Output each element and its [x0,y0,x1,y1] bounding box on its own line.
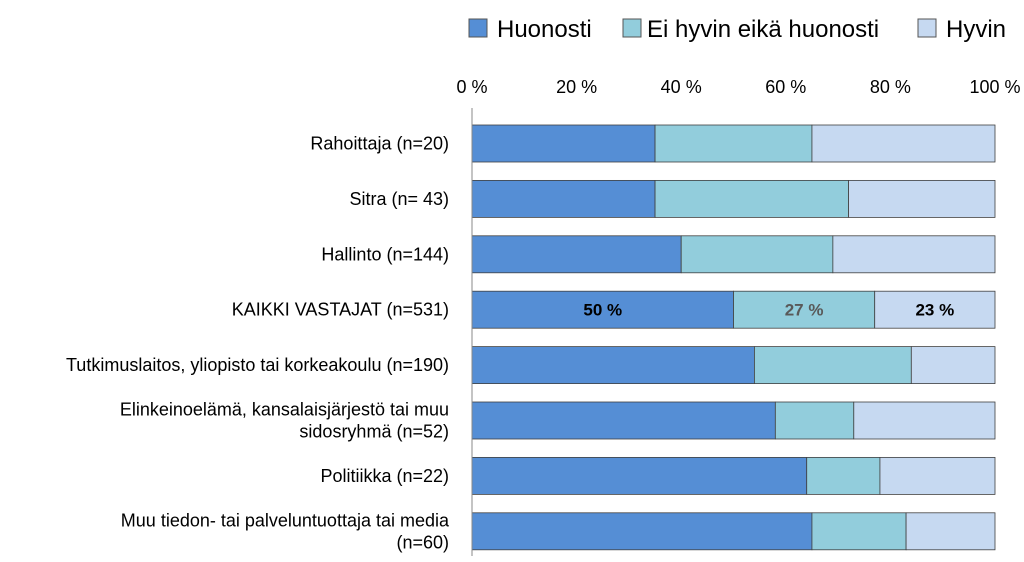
category-label: sidosryhmä (n=52) [299,422,449,442]
category-label: Muu tiedon- tai palveluntuottaja tai med… [121,510,450,530]
data-labels: 50 % 27 % 23 % [583,301,954,320]
category-label: Rahoittaja (n=20) [310,134,449,154]
data-label: 27 % [785,301,824,320]
bar-segment-3 [811,124,996,163]
category-labels: Rahoittaja (n=20) Sitra (n= 43) Hallinto (… [66,134,450,553]
bar-segment-3 [879,456,996,495]
legend-label-2: Ei hyvin eikä huonosti [647,16,879,43]
bar-segment-2 [654,179,849,218]
category-label: (n=60) [396,532,449,552]
legend-swatch-1 [468,18,488,38]
bar-segment-1 [471,124,656,163]
category-label: KAIKKI VASTAJAT (n=531) [232,300,449,320]
category-label: Sitra (n= 43) [349,189,449,209]
legend-label-3: Hyvin [946,16,1006,43]
bar-segment-1 [471,235,682,274]
x-tick-label: 60 % [765,77,806,97]
bar-segment-3 [910,346,996,385]
bar-segment-1 [471,512,813,551]
bars [471,124,996,551]
legend-swatch-2 [622,18,642,38]
bar-segment-1 [471,401,776,440]
x-tick-label: 20 % [556,77,597,97]
bar-segment-2 [754,346,912,385]
category-label: Tutkimuslaitos, yliopisto tai korkeakoul… [66,355,449,375]
legend: Huonosti Ei hyvin eikä huonosti Hyvin [468,16,1006,43]
x-axis-ticks: 0 % 20 % 40 % 60 % 80 % 100 % [456,77,1020,97]
bar-segment-1 [471,290,734,329]
x-tick-label: 0 % [456,77,487,97]
bar-segment-2 [733,290,876,329]
bar-segment-1 [471,346,755,385]
category-label: Hallinto (n=144) [321,244,449,264]
bar-segment-3 [853,401,996,440]
bar-segment-3 [832,235,996,274]
bar-segment-2 [654,124,813,163]
x-tick-label: 100 % [969,77,1020,97]
bar-segment-2 [811,512,907,551]
bar-segment-3 [848,179,996,218]
category-label: Elinkeinoelämä, kansalaisjärjestö tai mu… [120,400,449,420]
bar-segment-3 [874,290,996,329]
legend-swatch-3 [917,18,937,38]
bar-segment-2 [806,456,881,495]
bar-segment-3 [905,512,996,551]
bar-segment-2 [774,401,855,440]
data-label: 50 % [583,301,622,320]
bar-segment-1 [471,456,808,495]
category-label: Politiikka (n=22) [320,466,449,486]
x-tick-label: 40 % [661,77,702,97]
data-label: 23 % [915,301,954,320]
bar-segment-2 [680,235,834,274]
legend-label-1: Huonosti [497,16,592,43]
x-tick-label: 80 % [870,77,911,97]
bar-segment-1 [471,179,656,218]
